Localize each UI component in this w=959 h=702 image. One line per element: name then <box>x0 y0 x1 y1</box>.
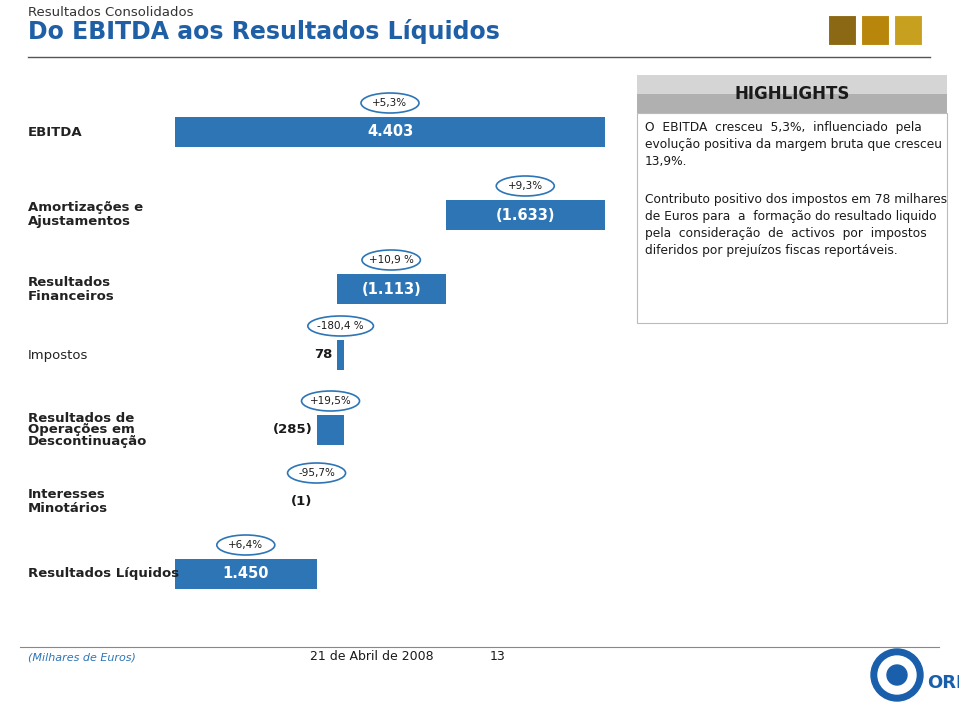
Text: (285): (285) <box>273 423 313 437</box>
Text: (1.633): (1.633) <box>496 208 555 223</box>
Text: 21 de Abril de 2008: 21 de Abril de 2008 <box>310 651 433 663</box>
Text: O  EBITDA  cresceu  5,3%,  influenciado  pela
evolução positiva da margem bruta : O EBITDA cresceu 5,3%, influenciado pela… <box>645 121 942 168</box>
FancyBboxPatch shape <box>637 75 947 94</box>
Text: Resultados Líquidos: Resultados Líquidos <box>28 567 179 581</box>
Circle shape <box>871 649 923 701</box>
Text: 13: 13 <box>490 651 505 663</box>
Text: -95,7%: -95,7% <box>298 468 335 478</box>
Text: 1.450: 1.450 <box>222 567 269 581</box>
Text: Impostos: Impostos <box>28 348 88 362</box>
Text: Resultados Consolidados: Resultados Consolidados <box>28 6 194 19</box>
Ellipse shape <box>361 93 419 113</box>
Ellipse shape <box>301 391 360 411</box>
Text: Interesses: Interesses <box>28 489 105 501</box>
Text: +6,4%: +6,4% <box>228 540 264 550</box>
Text: Minotários: Minotários <box>28 503 108 515</box>
Text: EBITDA: EBITDA <box>28 126 82 138</box>
Text: OREY: OREY <box>927 674 959 692</box>
Text: Amortizações e: Amortizações e <box>28 201 143 215</box>
Text: -180,4 %: -180,4 % <box>317 321 364 331</box>
Text: 4.403: 4.403 <box>367 124 413 140</box>
FancyBboxPatch shape <box>337 340 344 370</box>
Text: Ajustamentos: Ajustamentos <box>28 216 131 228</box>
FancyBboxPatch shape <box>637 113 947 323</box>
FancyBboxPatch shape <box>316 415 344 445</box>
Text: +19,5%: +19,5% <box>310 396 351 406</box>
FancyBboxPatch shape <box>175 559 316 589</box>
Text: +10,9 %: +10,9 % <box>368 255 413 265</box>
Circle shape <box>887 665 907 685</box>
FancyBboxPatch shape <box>337 274 446 304</box>
Text: Do EBITDA aos Resultados Líquidos: Do EBITDA aos Resultados Líquidos <box>28 19 500 44</box>
Ellipse shape <box>496 176 554 196</box>
Text: (1.113): (1.113) <box>362 282 421 296</box>
Circle shape <box>878 656 916 694</box>
Text: Financeiros: Financeiros <box>28 289 115 303</box>
Text: +9,3%: +9,3% <box>507 181 543 191</box>
Text: 78: 78 <box>315 348 333 362</box>
Text: (Milhares de Euros): (Milhares de Euros) <box>28 652 136 662</box>
Text: Descontinuação: Descontinuação <box>28 435 148 449</box>
FancyBboxPatch shape <box>894 15 922 45</box>
Text: Resultados de: Resultados de <box>28 411 134 425</box>
Text: (1): (1) <box>292 496 313 508</box>
Text: HIGHLIGHTS: HIGHLIGHTS <box>735 85 850 103</box>
Ellipse shape <box>308 316 373 336</box>
FancyBboxPatch shape <box>175 117 605 147</box>
Ellipse shape <box>362 250 420 270</box>
Text: Operações em: Operações em <box>28 423 135 437</box>
Text: +5,3%: +5,3% <box>372 98 408 108</box>
FancyBboxPatch shape <box>446 200 605 230</box>
Ellipse shape <box>217 535 275 555</box>
FancyBboxPatch shape <box>861 15 889 45</box>
FancyBboxPatch shape <box>637 94 947 113</box>
FancyBboxPatch shape <box>828 15 856 45</box>
Text: Resultados: Resultados <box>28 275 111 289</box>
Ellipse shape <box>288 463 345 483</box>
Text: Contributo positivo dos impostos em 78 milhares
de Euros para  a  formação do re: Contributo positivo dos impostos em 78 m… <box>645 193 947 257</box>
